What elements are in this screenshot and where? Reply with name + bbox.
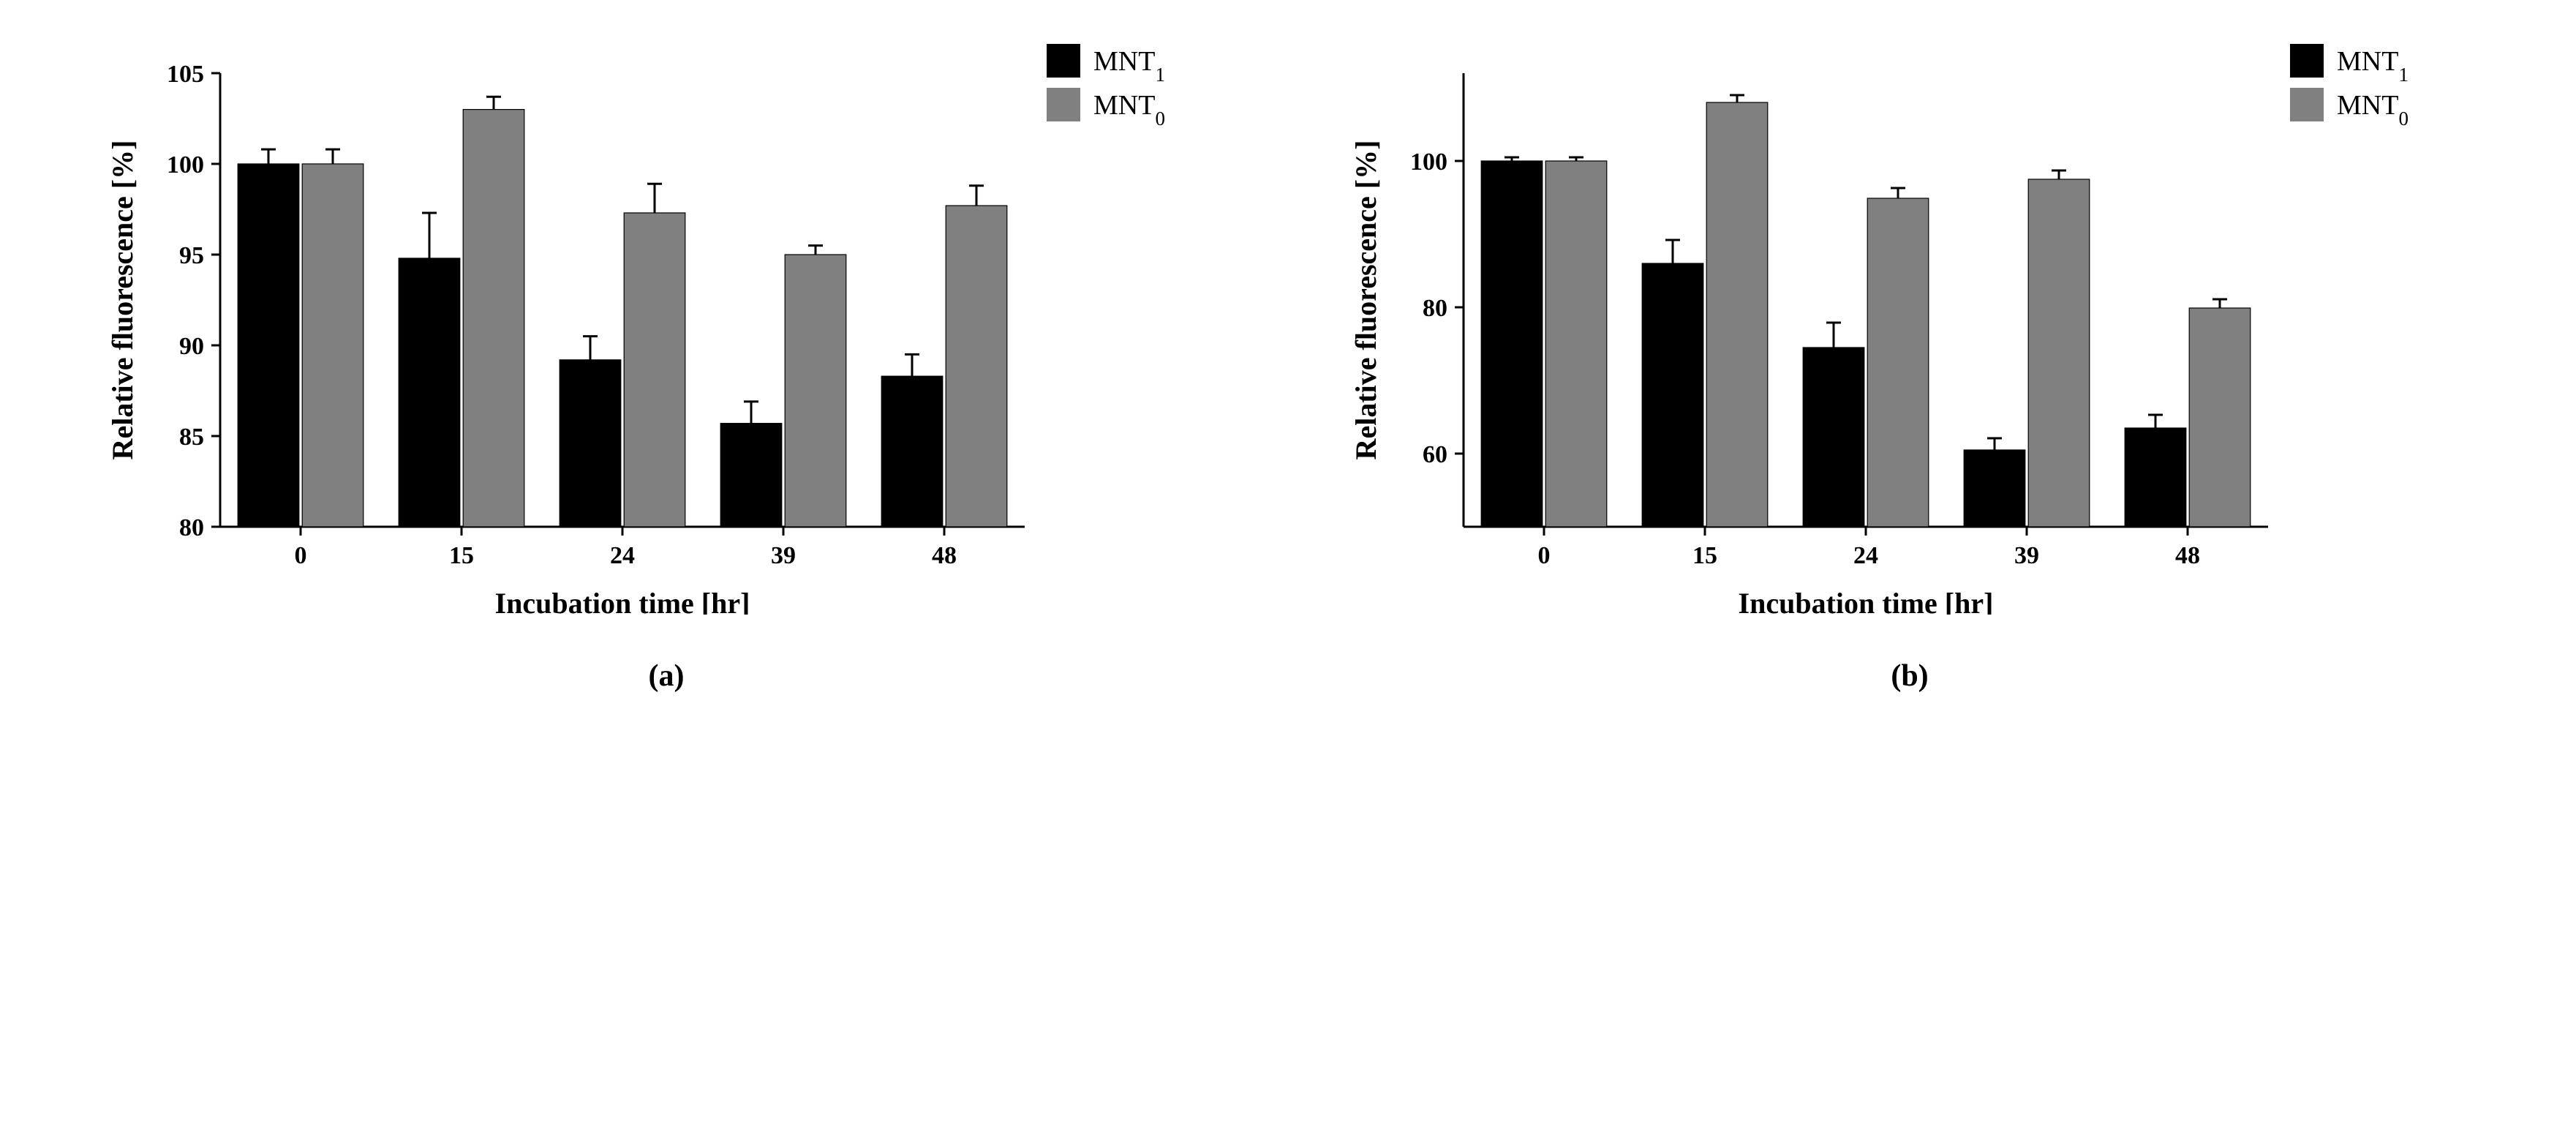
svg-text:24: 24: [610, 542, 635, 569]
svg-text:Relative fluorescence [%]: Relative fluorescence [%]: [106, 140, 139, 460]
svg-text:MNT0: MNT0: [2337, 90, 2409, 129]
svg-text:24: 24: [1853, 542, 1878, 569]
chart-a: 80 85 90 95 100 105 Relative fluorescence [%] 0…: [88, 29, 1244, 615]
panel-b-caption: (b): [1891, 658, 1928, 694]
svg-text:0: 0: [1538, 542, 1551, 569]
svg-text:48: 48: [932, 542, 957, 569]
panel-a-caption: (a): [649, 658, 685, 694]
svg-text:80: 80: [1423, 295, 1447, 322]
svg-text:100: 100: [1410, 149, 1447, 176]
svg-text:39: 39: [2014, 542, 2039, 569]
svg-text:60: 60: [1423, 441, 1447, 468]
svg-text:48: 48: [2175, 542, 2200, 569]
svg-text:85: 85: [179, 424, 204, 451]
chart-b: 60 80 100 Relative fluorescence [%] 0 15 24 39 4…: [1332, 29, 2488, 615]
svg-text:0: 0: [295, 542, 307, 569]
svg-text:39: 39: [771, 542, 796, 569]
svg-text:15: 15: [449, 542, 474, 569]
svg-text:105: 105: [167, 61, 204, 88]
svg-text:15: 15: [1692, 542, 1717, 569]
svg-text:MNT1: MNT1: [1093, 46, 1165, 86]
svg-text:Incubation time [hr]: Incubation time [hr]: [495, 587, 750, 615]
svg-text:100: 100: [167, 151, 204, 179]
svg-text:Incubation time [hr]: Incubation time [hr]: [1739, 587, 1994, 615]
svg-text:MNT1: MNT1: [2337, 46, 2409, 86]
svg-text:90: 90: [179, 333, 204, 360]
panel-a: 80 85 90 95 100 105 Relative fluorescence [%] 0…: [88, 29, 1244, 694]
figure-row: 80 85 90 95 100 105 Relative fluorescence [%] 0…: [0, 0, 2576, 708]
svg-text:95: 95: [179, 242, 204, 269]
svg-text:Relative fluorescence [%]: Relative fluorescence [%]: [1349, 140, 1382, 460]
panel-b: 60 80 100 Relative fluorescence [%] 0 15 24 39 4…: [1332, 29, 2488, 694]
svg-text:MNT0: MNT0: [1093, 90, 1165, 129]
svg-text:80: 80: [179, 514, 204, 541]
